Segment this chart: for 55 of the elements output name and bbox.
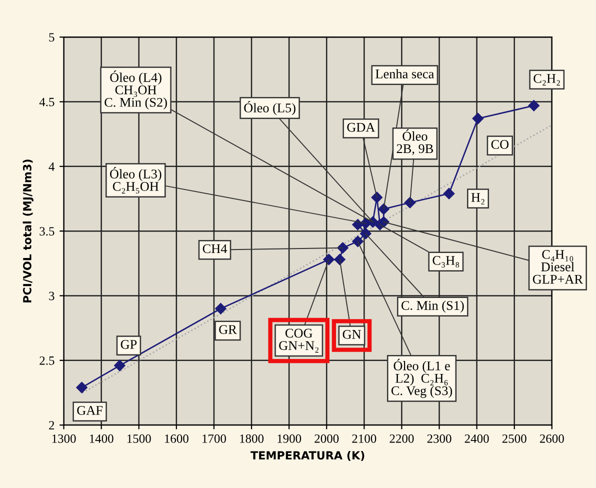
annotation: GAF xyxy=(77,406,103,415)
annotation: C. Min (S1) xyxy=(401,300,464,313)
annotation: COG GN+N₂ xyxy=(279,328,318,353)
point xyxy=(360,228,372,240)
annotation: GN xyxy=(342,330,361,339)
annotation: Óleo 2B, 9B xyxy=(396,129,434,156)
point xyxy=(378,203,390,215)
y-tick-label: 2 xyxy=(49,421,54,430)
y-tick-label: 4 xyxy=(48,162,55,171)
y-tick-label: 4.5 xyxy=(39,98,54,106)
x-tick-label: 1300 xyxy=(52,434,76,443)
point xyxy=(352,236,364,248)
point xyxy=(76,382,88,394)
x-tick-label: 2500 xyxy=(502,434,526,443)
annotation: C₂H₂ xyxy=(534,74,560,86)
annotation: GDA xyxy=(347,122,376,132)
annotation: Óleo (L1 e L2) C₂H₆ C. Veg (S3) xyxy=(391,358,452,398)
annotation: Óleo (L4) CH₃OH C. Min (S2) xyxy=(104,70,167,110)
x-tick-label: 1500 xyxy=(127,434,151,443)
x-tick-label: 1700 xyxy=(202,434,226,443)
annotation: Óleo (L5) xyxy=(244,100,296,116)
point xyxy=(323,254,334,266)
point xyxy=(215,303,226,314)
annotation: GR xyxy=(219,325,237,334)
annotation: C₃H₈ xyxy=(432,256,460,268)
x-tick-label: 2300 xyxy=(427,434,452,443)
x-tick-label: 2100 xyxy=(352,434,376,443)
annotation: Lenha seca xyxy=(376,69,434,78)
y-axis-title: PCI/VOL total (MJ/Nm3) xyxy=(22,160,34,302)
x-axis-title: TEMPERATURA (K) xyxy=(250,450,364,461)
y-tick-label: 3.5 xyxy=(40,227,54,236)
y-tick-label: 2.5 xyxy=(40,356,54,365)
x-tick-label: 1400 xyxy=(90,434,114,443)
point xyxy=(337,242,348,254)
x-tick-label: 1800 xyxy=(240,434,264,443)
x-tick-label: 2200 xyxy=(390,434,414,443)
x-tick-label: 1900 xyxy=(278,434,302,443)
x-tick-label: 2400 xyxy=(464,434,489,443)
y-tick-label: 5 xyxy=(49,33,54,42)
point xyxy=(528,100,540,112)
annotation: CO xyxy=(491,140,509,149)
point xyxy=(472,112,484,124)
x-tick-label: 2000 xyxy=(314,434,339,443)
annotation: H₂ xyxy=(471,193,484,204)
point xyxy=(114,360,126,372)
point xyxy=(443,188,455,200)
y-tick-label: 3 xyxy=(49,292,54,300)
annotation: Óleo (L3) C₂H₅OH xyxy=(110,167,162,194)
x-tick-label: 2600 xyxy=(540,434,564,443)
annotation: C₄H₁₀ Diesel GLP+AR xyxy=(532,250,584,284)
annotation: CH4 xyxy=(202,244,228,254)
point xyxy=(371,192,383,204)
x-tick-label: 1600 xyxy=(165,434,188,443)
annotation: GP xyxy=(120,340,137,349)
point xyxy=(404,197,416,208)
